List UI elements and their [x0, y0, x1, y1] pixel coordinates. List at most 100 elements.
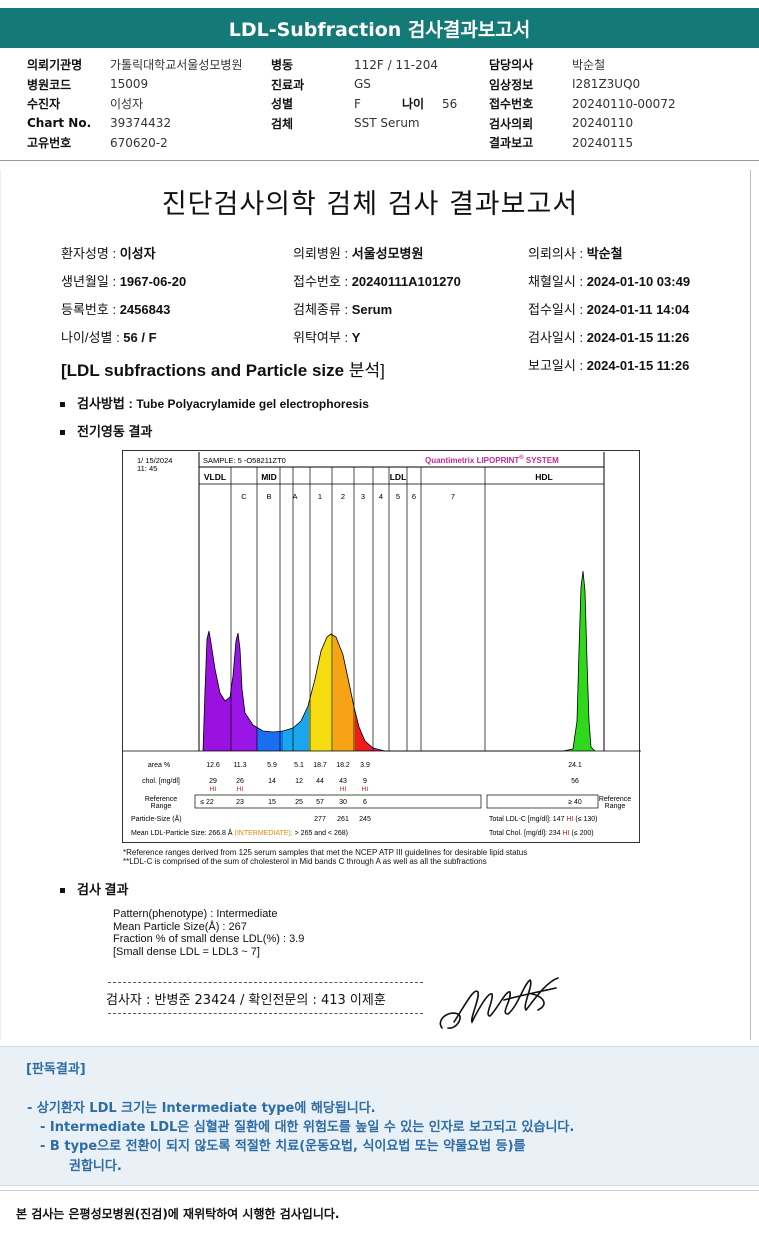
info-value: 20240115: [572, 135, 634, 150]
method-label: 검사방법 :: [77, 396, 137, 411]
area-value: 18.7: [313, 762, 327, 769]
sub-band-label: 6: [412, 492, 416, 501]
ps-label: Particle-Size (Å): [131, 814, 182, 823]
ref-label-2: Range: [151, 803, 172, 810]
area-value: 18.2: [336, 762, 350, 769]
chart-table: area % 12.6 11.3 5.9 5.1 18.7 18.2 3.9 24.1 chol.…: [131, 762, 631, 837]
doctor-label: 의뢰의사 :: [528, 246, 587, 261]
collect-value: 2024-01-10 03:49: [586, 274, 691, 289]
info-row: Chart No. 39374432 검체 SST Serum 검사의뢰 202401…: [27, 114, 747, 134]
info-key: 성별: [271, 97, 294, 112]
method-value: Tube Polyacrylamide gel electrophoresis: [136, 397, 369, 411]
ref-box-right: [486, 794, 599, 809]
ref-value: ≥ 40: [568, 799, 582, 806]
chart-system: Quantimetrix LIPOPRINT® SYSTEM: [425, 454, 559, 465]
result-label: 검사 결과: [77, 882, 129, 897]
bullet-icon: [60, 888, 65, 894]
mean-size-text: Mean LDL-Particle Size: 266.8 Å (INTERME…: [131, 828, 348, 837]
receive-label: 접수일시 :: [528, 302, 587, 317]
info-key: 검사의뢰: [489, 116, 534, 131]
info-value: 20240110: [572, 116, 634, 131]
header-title: LDL-Subfraction 검사결과보고서: [228, 18, 531, 41]
electro-label: 전기영동 결과: [77, 424, 153, 439]
info-value: 박순철: [572, 58, 606, 73]
ref-value: ≤ 22: [200, 799, 214, 806]
verdict-title: [판독결과]: [26, 1062, 86, 1077]
tester-line: 검사자 : 반병준 23424 / 확인전문의 : 413 이제훈: [106, 993, 386, 1008]
ref-label-2-right: Range: [605, 803, 626, 810]
sub-band-label: 7: [451, 492, 455, 501]
sub-band-label: B: [266, 492, 271, 501]
collect-label: 채혈일시 :: [528, 274, 587, 289]
info-value: 39374432: [110, 116, 172, 131]
area-value: 24.1: [568, 762, 582, 769]
analysis-heading-en: [LDL subfractions and Particle size: [61, 361, 349, 380]
bullet-icon: [60, 430, 65, 436]
trace-line: [202, 570, 596, 752]
result-line: Pattern(phenotype) : Intermediate: [113, 908, 278, 920]
info-key: 검체: [271, 116, 294, 131]
info-value: 이성자: [110, 97, 144, 112]
result-bullet: 검사 결과: [60, 879, 128, 898]
bottom-divider: [0, 1190, 759, 1191]
verdict-line: - B type으로 전환이 되지 않도록 적절한 치료(운동요법, 식이요법 …: [40, 1139, 526, 1154]
requesting-doctor: 의뢰의사 : 박순철: [528, 243, 623, 262]
info-row: 병원코드 15009 진료과 GS 임상정보 I281Z3UQ0: [27, 75, 747, 95]
doctor-value: 박순철: [586, 246, 623, 261]
hi-flag: HI: [362, 786, 369, 793]
area-value: 3.9: [360, 762, 370, 769]
test-value: 2024-01-15 11:26: [586, 330, 690, 345]
info-value: GS: [354, 77, 371, 92]
chol-value: 26: [236, 778, 244, 785]
accession: 접수번호 : 20240111A101270: [293, 271, 461, 290]
verdict-line: 권합니다.: [69, 1159, 122, 1174]
result-line: [Small dense LDL = LDL3 ~ 7]: [113, 945, 260, 958]
dob-value: 1967-06-20: [119, 274, 187, 289]
signature-rule-bottom: [108, 1013, 423, 1014]
agesex-label: 나이/성별 :: [61, 330, 124, 345]
sub-band-label: C: [241, 492, 247, 501]
report-time: 보고일시 : 2024-01-15 11:26: [528, 355, 689, 374]
chol-label: chol. [mg/dl]: [142, 778, 180, 785]
result-text: Pattern(phenotype) : Intermediate Mean P…: [113, 908, 304, 958]
handwritten-signature: [439, 977, 559, 1029]
area-value: 5.1: [294, 762, 304, 769]
footnote-line: *Reference ranges derived from 125 serum…: [123, 848, 528, 857]
chol-value: 9: [363, 778, 367, 785]
info-value: 가톨릭대학교서울성모병원: [110, 58, 243, 73]
info-row: 수진자 이성자 성별 F 나이 56 접수번호 20240110-00072: [27, 94, 747, 114]
chol-value: 43: [339, 778, 347, 785]
info-value: 112F / 11-204: [354, 57, 438, 72]
info-key: Chart No.: [27, 116, 92, 131]
lipoprint-svg: 1/ 15/2024 11: 45 SAMPLE: 5 -O58211ZT0 Q…: [123, 452, 641, 837]
hi-flag: HI: [237, 786, 244, 793]
chart-footnotes: *Reference ranges derived from 125 serum…: [123, 848, 527, 866]
ref-label: Reference: [145, 796, 177, 803]
agesex-value: 56 / F: [123, 330, 157, 345]
ref-value: 25: [295, 799, 303, 806]
chol-value: 56: [571, 778, 579, 785]
area-value: 12.6: [206, 762, 220, 769]
verdict-line: - 상기환자 LDL 크기는 Intermediate type에 해당됩니다.: [27, 1101, 376, 1116]
info-key: 수진자: [27, 97, 61, 112]
info-key: 진료과: [271, 77, 305, 92]
result-line: Mean Particle Size(Å) : 267: [113, 920, 247, 933]
sub-band-label: 1: [318, 492, 322, 501]
outsource-value: Y: [351, 330, 361, 345]
trace-band-fill: [203, 571, 231, 751]
patient-name-value: 이성자: [119, 246, 156, 261]
test-label: 검사일시 :: [528, 330, 587, 345]
footnote-line: **LDL-C is comprised of the sum of chole…: [123, 857, 487, 866]
area-label: area %: [148, 762, 170, 769]
info-value: 670620-2: [110, 135, 168, 150]
band-label: HDL: [535, 472, 552, 482]
sub-band-label: 4: [379, 492, 383, 501]
age-sex: 나이/성별 : 56 / F: [61, 327, 157, 346]
info-value: SST Serum: [354, 116, 420, 131]
ps-value: 245: [359, 816, 371, 823]
chart-header: 1/ 15/2024 11: 45 SAMPLE: 5 -O58211ZT0 Q…: [137, 454, 559, 473]
verdict-panel: [0, 1046, 759, 1186]
band-label: MID: [261, 472, 277, 482]
hosp-label: 의뢰병원 :: [293, 246, 352, 261]
registration: 등록번호 : 2456843: [61, 299, 170, 318]
